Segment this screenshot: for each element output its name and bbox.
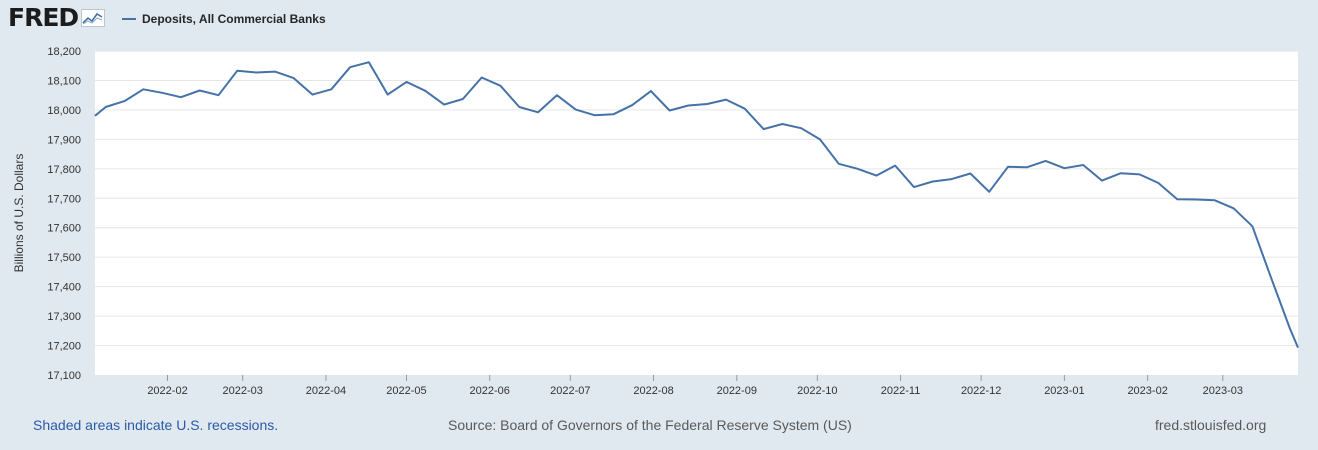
recession-note: Shaded areas indicate U.S. recessions. xyxy=(33,417,279,433)
x-tick-label: 2022-04 xyxy=(306,385,346,397)
y-tick-label: 17,100 xyxy=(47,370,81,382)
x-tick-label: 2023-02 xyxy=(1127,385,1167,397)
chart: 17,100 17,200 17,300 17,400 17,500 17,600 17,7… xyxy=(12,46,1299,397)
y-tick-label: 18,200 xyxy=(47,46,81,58)
legend-label: Deposits, All Commercial Banks xyxy=(142,12,326,26)
y-tick-label: 17,300 xyxy=(47,311,81,323)
x-tick-label: 2022-05 xyxy=(386,385,426,397)
x-tick-label: 2022-08 xyxy=(633,385,673,397)
x-tick-label: 2022-03 xyxy=(223,385,263,397)
y-tick-label: 17,400 xyxy=(47,282,81,294)
source-text: Source: Board of Governors of the Federa… xyxy=(448,417,852,433)
x-tick-label: 2022-02 xyxy=(147,385,187,397)
x-tick-label: 2022-06 xyxy=(470,385,510,397)
y-tick-label: 17,200 xyxy=(47,341,81,353)
y-tick-label: 18,000 xyxy=(47,105,81,117)
series-line xyxy=(94,61,1299,348)
legend-swatch xyxy=(122,18,136,20)
y-tick-label: 17,700 xyxy=(47,193,81,205)
legend: Deposits, All Commercial Banks xyxy=(122,12,326,26)
x-tick-label: 2023-01 xyxy=(1044,385,1084,397)
plot-area xyxy=(95,51,1298,375)
y-tick-label: 17,800 xyxy=(47,164,81,176)
y-tick-label: 17,600 xyxy=(47,223,81,235)
site-url[interactable]: fred.stlouisfed.org xyxy=(1155,417,1267,433)
x-tick-label: 2022-09 xyxy=(717,385,757,397)
x-tick-label: 2022-11 xyxy=(881,385,921,397)
x-tick-label: 2023-03 xyxy=(1203,385,1243,397)
y-axis-label: Billions of U.S. Dollars xyxy=(12,154,26,273)
mini-chart-icon xyxy=(81,8,106,27)
logo-text: FRED xyxy=(8,3,79,32)
fred-logo[interactable]: FRED xyxy=(8,3,106,32)
x-tick-label: 2022-12 xyxy=(961,385,1001,397)
y-tick-label: 18,100 xyxy=(47,75,81,87)
x-tick-label: 2022-07 xyxy=(550,385,590,397)
y-tick-label: 17,500 xyxy=(47,252,81,264)
x-tick-label: 2022-10 xyxy=(797,385,837,397)
y-tick-label: 17,900 xyxy=(47,134,81,146)
